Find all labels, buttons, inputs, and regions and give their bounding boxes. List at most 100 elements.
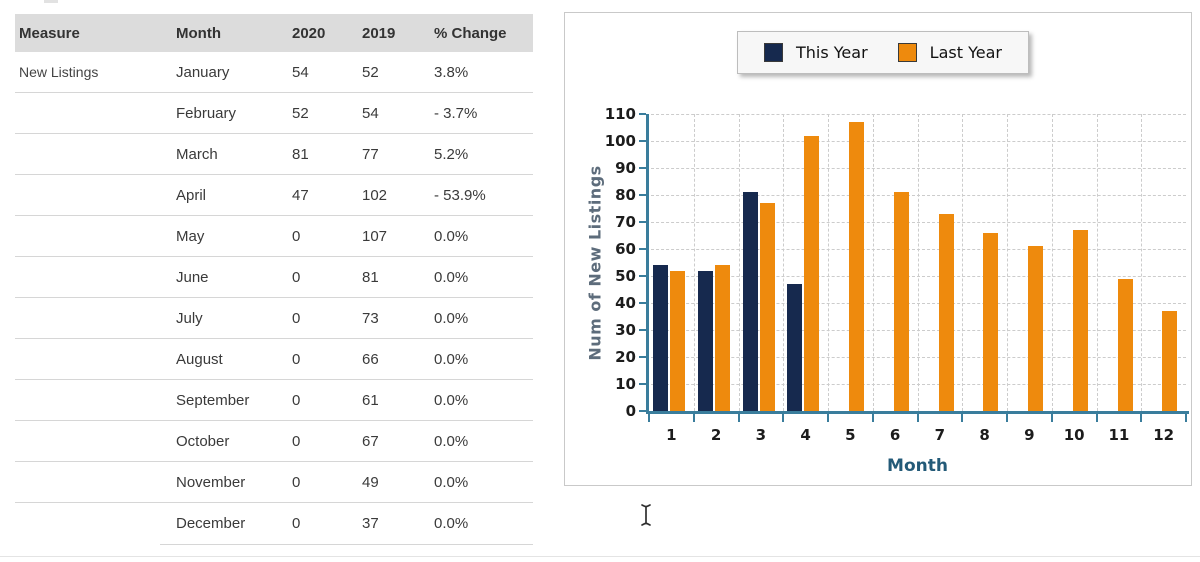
h-gridline xyxy=(651,222,1186,223)
table-row: August 0 66 0.0% xyxy=(15,339,533,380)
cell-value-2019: 107 xyxy=(362,227,388,245)
this-year-swatch-icon xyxy=(764,43,783,62)
legend-item-last-year: Last Year xyxy=(897,43,1002,62)
y-tick-label: 20 xyxy=(615,347,636,366)
x-axis-tick xyxy=(737,414,740,422)
cell-pct-change: 0.0% xyxy=(434,515,469,532)
chart-legend: This Year Last Year xyxy=(737,31,1029,74)
cell-month: November xyxy=(176,473,246,491)
cell-pct-change: 0.0% xyxy=(434,227,469,245)
x-axis-tick xyxy=(1095,414,1098,422)
h-gridline xyxy=(651,276,1186,277)
cell-pct-change: 0.0% xyxy=(434,432,469,450)
cell-value-2020: 0 xyxy=(292,473,301,491)
cell-value-2019: 37 xyxy=(362,515,379,532)
v-gridline xyxy=(783,114,785,411)
v-gridline xyxy=(872,114,874,411)
x-axis-tick xyxy=(1185,414,1187,422)
y-tick-label: 80 xyxy=(615,185,636,204)
cell-value-2020: 0 xyxy=(292,309,301,327)
cell-value-2020: 81 xyxy=(292,145,309,163)
cell-pct-change: 0.0% xyxy=(434,309,469,327)
v-gridline xyxy=(917,114,919,411)
x-tick-label: 10 xyxy=(1063,426,1085,444)
table-row: June 0 81 0.0% xyxy=(15,257,533,298)
x-tick-label: 1 xyxy=(666,426,677,444)
y-axis-tick xyxy=(639,275,646,277)
h-gridline xyxy=(651,303,1186,304)
table-header-row: Measure Month 2020 2019 % Change xyxy=(15,14,533,52)
listings-table: Measure Month 2020 2019 % Change New Lis… xyxy=(15,14,533,545)
cell-value-2019: 73 xyxy=(362,309,379,327)
cell-value-2020: 52 xyxy=(292,104,309,122)
y-axis-tick xyxy=(639,221,646,223)
cell-value-2019: 52 xyxy=(362,63,379,81)
table-row: February 52 54 - 3.7% xyxy=(15,93,533,134)
x-axis-tick xyxy=(1006,414,1008,422)
table-body: New Listings January 54 52 3.8% February 52 54 -… xyxy=(15,52,533,544)
y-tick-label: 110 xyxy=(604,104,636,123)
cell-pct-change: 0.0% xyxy=(434,350,469,368)
cell-value-2019: 49 xyxy=(362,473,379,491)
x-tick-label: 5 xyxy=(845,426,856,444)
table-row: New Listings January 54 52 3.8% xyxy=(15,52,533,93)
cell-pct-change: 0.0% xyxy=(434,391,469,409)
legend-label-this-year: This Year xyxy=(796,43,868,62)
text-cursor-icon xyxy=(641,504,651,526)
v-gridline xyxy=(828,114,829,411)
y-tick-label: 60 xyxy=(615,239,636,258)
bar-last-year-month-7 xyxy=(938,213,954,411)
bar-last-year-month-3 xyxy=(759,203,775,411)
table-row: March 81 77 5.2% xyxy=(15,134,533,175)
bar-last-year-month-5 xyxy=(849,122,864,411)
x-tick-label: 7 xyxy=(934,426,946,444)
cell-month: September xyxy=(176,391,250,409)
column-header-2019: 2019 xyxy=(362,24,396,42)
chart-panel: This Year Last Year Num of New Listings … xyxy=(564,12,1192,486)
y-tick-label: 70 xyxy=(615,212,636,231)
x-tick-label: 2 xyxy=(710,426,722,444)
x-tick-label: 9 xyxy=(1024,426,1035,444)
v-gridline xyxy=(1051,114,1053,411)
y-axis-tick xyxy=(639,329,646,331)
cell-value-2020: 0 xyxy=(292,432,301,450)
y-tick-label: 30 xyxy=(615,320,636,339)
h-gridline xyxy=(651,168,1186,169)
cell-pct-change: 0.0% xyxy=(434,473,469,491)
cell-month: February xyxy=(176,104,237,122)
cell-month: December xyxy=(176,515,246,532)
bar-last-year-month-1 xyxy=(670,270,685,411)
cell-value-2019: 77 xyxy=(362,145,379,163)
cell-value-2019: 102 xyxy=(362,186,388,204)
cell-value-2020: 54 xyxy=(292,63,309,81)
x-tick-label: 4 xyxy=(800,426,811,444)
bar-last-year-month-4 xyxy=(804,135,820,411)
last-year-swatch-icon xyxy=(897,43,917,62)
table-end-divider xyxy=(160,544,533,545)
v-gridline xyxy=(962,114,964,411)
y-axis-tick xyxy=(639,194,646,196)
bar-last-year-month-10 xyxy=(1072,230,1088,411)
bar-this-year-month-3 xyxy=(742,192,758,411)
h-gridline xyxy=(651,330,1186,331)
x-tick-label: 3 xyxy=(755,426,767,444)
cell-month: August xyxy=(176,350,223,368)
cell-pct-change: - 3.7% xyxy=(434,104,478,122)
v-gridline xyxy=(1096,114,1098,411)
y-axis-tick xyxy=(639,167,646,169)
x-axis-tick xyxy=(1140,414,1143,422)
table-row: September 0 61 0.0% xyxy=(15,380,533,421)
x-tick-label: 11 xyxy=(1108,426,1130,444)
table-row: May 0 107 0.0% xyxy=(15,216,533,257)
x-axis-tick xyxy=(692,414,695,422)
x-axis-title: Month xyxy=(887,456,948,476)
column-header-2020: 2020 xyxy=(292,24,326,42)
h-gridline xyxy=(651,195,1186,196)
h-gridline xyxy=(651,141,1186,142)
cell-month: April xyxy=(176,186,207,204)
y-axis-tick xyxy=(639,140,646,142)
cell-pct-change: 3.8% xyxy=(434,63,469,81)
cell-value-2020: 0 xyxy=(292,350,301,368)
legend-label-last-year: Last Year xyxy=(929,43,1002,62)
